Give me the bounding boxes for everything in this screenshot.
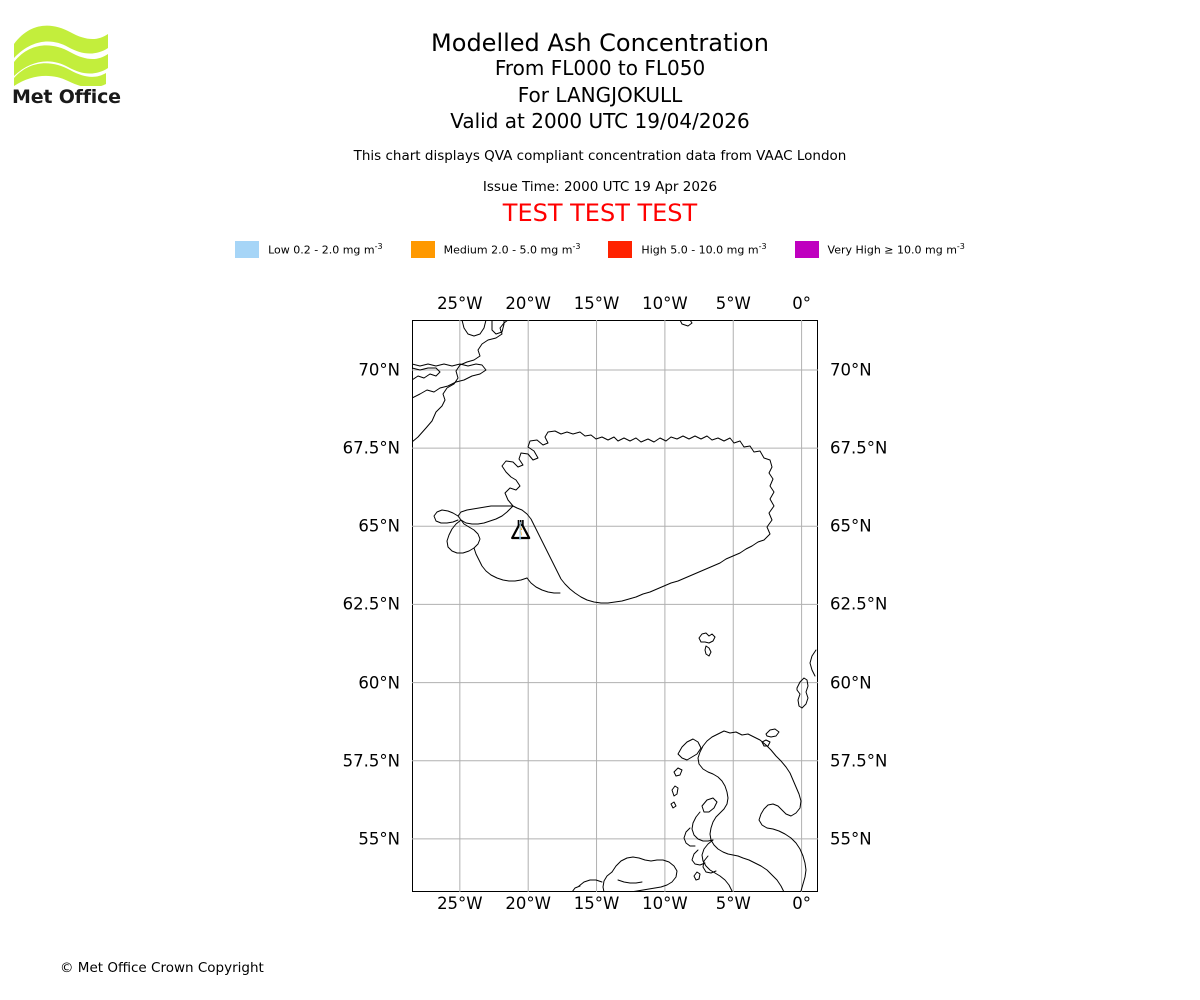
issue-time: Issue Time: 2000 UTC 19 Apr 2026 — [482, 178, 718, 195]
lon-tick-bottom: 15°W — [573, 894, 620, 913]
lat-tick-left: 60°N — [358, 673, 400, 693]
lat-tick-right: 55°N — [830, 829, 872, 849]
legend-label: High 5.0 - 10.0 mg m-3 — [641, 242, 767, 257]
lat-tick-right: 60°N — [830, 673, 872, 693]
lat-tick-right: 62.5°N — [830, 594, 888, 614]
lon-tick-bottom: 0° — [792, 894, 811, 913]
chart-note: This chart displays QVA compliant concen… — [353, 147, 847, 164]
map-plot — [412, 320, 818, 892]
lat-tick-right: 65°N — [830, 516, 872, 536]
copyright-notice: © Met Office Crown Copyright — [60, 960, 264, 976]
map-markers — [511, 519, 531, 540]
lat-tick-left: 55°N — [358, 829, 400, 849]
legend-item: Very High ≥ 10.0 mg m-3 — [794, 241, 965, 258]
map-container[interactable] — [412, 320, 818, 892]
volcano-marker-langjokull[interactable] — [511, 519, 531, 540]
lon-tick-top: 20°W — [505, 294, 551, 313]
title-block: Modelled Ash Concentration From FL000 to… — [0, 0, 1200, 225]
concentration-legend: Low 0.2 - 2.0 mg m-3 Medium 2.0 - 5.0 mg … — [0, 241, 1200, 258]
lon-tick-bottom: 5°W — [715, 894, 751, 913]
lon-tick-bottom: 25°W — [437, 894, 483, 913]
legend-item: High 5.0 - 10.0 mg m-3 — [608, 241, 767, 258]
legend-label: Low 0.2 - 2.0 mg m-3 — [268, 242, 383, 257]
lat-tick-left: 67.5°N — [342, 438, 400, 458]
coastlines — [412, 320, 817, 892]
logo-waves-icon — [14, 25, 108, 88]
legend-swatch — [410, 241, 435, 258]
lat-tick-right: 57.5°N — [830, 751, 888, 771]
valid-time: Valid at 2000 UTC 19/04/2026 — [450, 109, 750, 134]
lon-tick-top: 25°W — [437, 294, 483, 313]
lat-tick-left: 70°N — [358, 360, 400, 380]
legend-item: Low 0.2 - 2.0 mg m-3 — [235, 241, 383, 258]
lon-tick-bottom: 20°W — [505, 894, 551, 913]
logo-wordmark: Met Office — [12, 86, 121, 108]
lon-tick-top: 10°W — [642, 294, 688, 313]
legend-swatch — [794, 241, 819, 258]
volcano-name: For LANGJOKULL — [517, 82, 683, 107]
lat-tick-right: 67.5°N — [830, 438, 888, 458]
page-title: Modelled Ash Concentration — [431, 29, 769, 57]
legend-label: Very High ≥ 10.0 mg m-3 — [827, 242, 965, 257]
map-frame — [412, 320, 818, 892]
lon-tick-top: 15°W — [573, 294, 620, 313]
lat-tick-left: 57.5°N — [342, 751, 400, 771]
flight-level-range: From FL000 to FL050 — [494, 56, 706, 80]
lat-tick-right: 70°N — [830, 360, 872, 380]
met-office-logo: Met Office — [12, 24, 132, 114]
lon-tick-top: 5°W — [715, 294, 751, 313]
legend-item: Medium 2.0 - 5.0 mg m-3 — [410, 241, 581, 258]
map-gridlines — [412, 320, 818, 892]
lon-tick-bottom: 10°W — [642, 894, 688, 913]
legend-swatch — [235, 241, 260, 258]
legend-swatch — [608, 241, 633, 258]
lat-tick-left: 62.5°N — [342, 594, 400, 614]
legend-label: Medium 2.0 - 5.0 mg m-3 — [443, 242, 581, 257]
lat-tick-left: 65°N — [358, 516, 400, 536]
test-banner: TEST TEST TEST — [502, 198, 698, 227]
lon-tick-top: 0° — [792, 294, 811, 313]
